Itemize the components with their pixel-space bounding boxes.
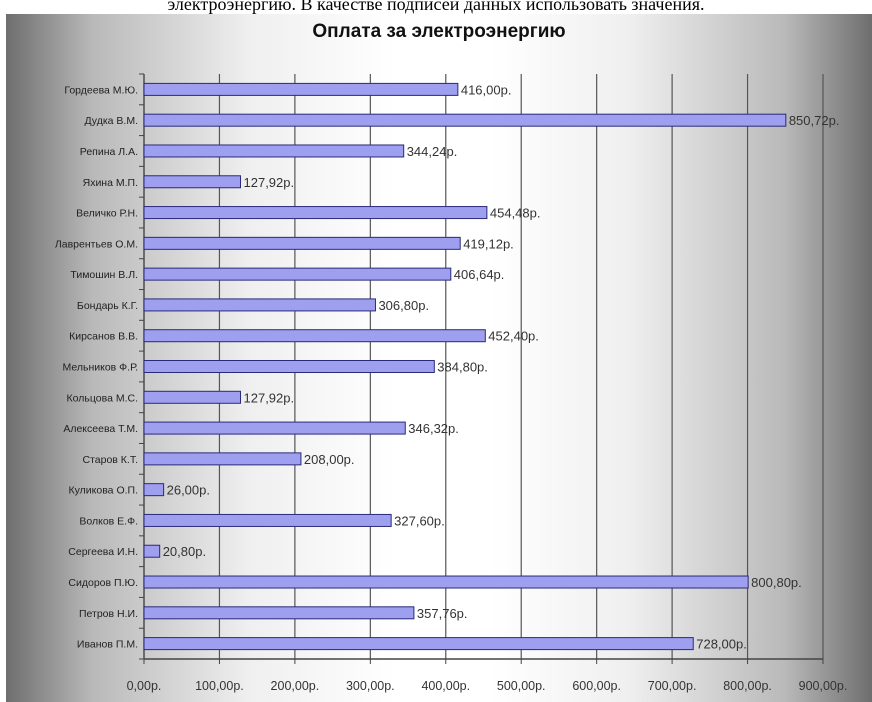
bar <box>143 452 302 466</box>
bar <box>143 175 242 189</box>
bar-chart: 0,00р. 100,00р. 200,00р. 300,00р. 400,00р. 50… <box>55 73 848 693</box>
bar <box>143 637 694 651</box>
x-tick-label: 0,00р. <box>127 679 162 693</box>
bar <box>143 113 787 127</box>
chart-title: Оплата за электроэнергию <box>312 21 566 42</box>
data-label: 127,92р. <box>244 175 295 190</box>
data-label: 346,32р. <box>408 421 459 436</box>
page-caption: электроэнергию. В качестве подписей данн… <box>167 0 705 14</box>
bar <box>143 267 452 281</box>
bar <box>143 575 749 589</box>
bar <box>143 206 488 220</box>
bar <box>143 236 461 250</box>
bar <box>143 360 435 373</box>
bar <box>143 82 459 96</box>
bar <box>143 544 161 558</box>
x-tick-label: 900,00р. <box>799 679 848 693</box>
category-label: Лаврентьев О.М. <box>55 238 138 250</box>
data-label: 452,40р. <box>488 329 539 344</box>
category-label: Петров Н.И. <box>79 608 138 620</box>
bar <box>143 483 165 497</box>
category-label: Алексеева Т.М. <box>63 423 138 435</box>
data-label: 127,92р. <box>244 390 295 405</box>
category-label: Гордеева М.Ю. <box>64 84 138 96</box>
category-label: Бондарь К.Г. <box>77 300 138 312</box>
x-tick-label: 400,00р. <box>421 679 470 693</box>
data-label: 406,64р. <box>454 267 505 282</box>
data-label: 800,80р. <box>751 575 802 590</box>
x-tick-label: 500,00р. <box>497 679 546 693</box>
data-label: 384,80р. <box>437 360 488 375</box>
data-label: 306,80р. <box>378 298 429 313</box>
bar <box>143 513 392 527</box>
category-label: Сидоров П.Ю. <box>68 577 138 589</box>
x-tick-label: 100,00р. <box>195 679 244 693</box>
data-label: 416,00р. <box>461 82 512 97</box>
bar <box>143 606 415 620</box>
category-label: Волков Е.Ф. <box>79 515 138 527</box>
category-label: Кольцова М.С. <box>67 392 138 404</box>
category-label: Тимошин В.Л. <box>70 269 138 281</box>
x-tick-label: 800,00р. <box>723 679 772 693</box>
data-label: 208,00р. <box>304 452 355 467</box>
category-label: Куликова О.П. <box>69 485 138 497</box>
data-label: 20,80р. <box>163 544 206 559</box>
category-label: Величко Р.Н. <box>76 208 138 220</box>
bar <box>143 329 486 343</box>
category-label: Иванов П.М. <box>77 639 138 651</box>
data-label: 850,72р. <box>789 113 840 128</box>
category-label: Сергеева И.Н. <box>68 546 138 558</box>
category-label: Яхина М.П. <box>83 177 138 189</box>
bar <box>143 144 405 158</box>
data-label: 344,24р. <box>407 144 458 159</box>
data-label: 26,00р. <box>167 483 210 498</box>
category-label: Репина Л.А. <box>80 146 138 158</box>
category-label: Мельников Ф.Р. <box>63 362 139 374</box>
data-label: 454,48р. <box>490 206 541 221</box>
x-tick-label: 200,00р. <box>271 679 320 693</box>
category-label: Кирсанов В.В. <box>69 331 138 343</box>
bar <box>143 390 242 404</box>
x-tick-label: 300,00р. <box>346 679 395 693</box>
category-label: Старов К.Т. <box>83 454 139 466</box>
category-label: Дудка В.М. <box>84 115 138 127</box>
data-label: 327,60р. <box>394 513 445 528</box>
data-label: 357,76р. <box>417 606 468 621</box>
data-label: 728,00р. <box>696 637 747 652</box>
chart-container: Оплата за электроэнергию 0,00р. 100,00р. 2… <box>6 14 872 702</box>
data-label: 419,12р. <box>463 236 514 251</box>
bar <box>143 421 406 435</box>
bar <box>143 298 376 312</box>
x-tick-label: 700,00р. <box>648 679 697 693</box>
x-tick-label: 600,00р. <box>572 679 621 693</box>
